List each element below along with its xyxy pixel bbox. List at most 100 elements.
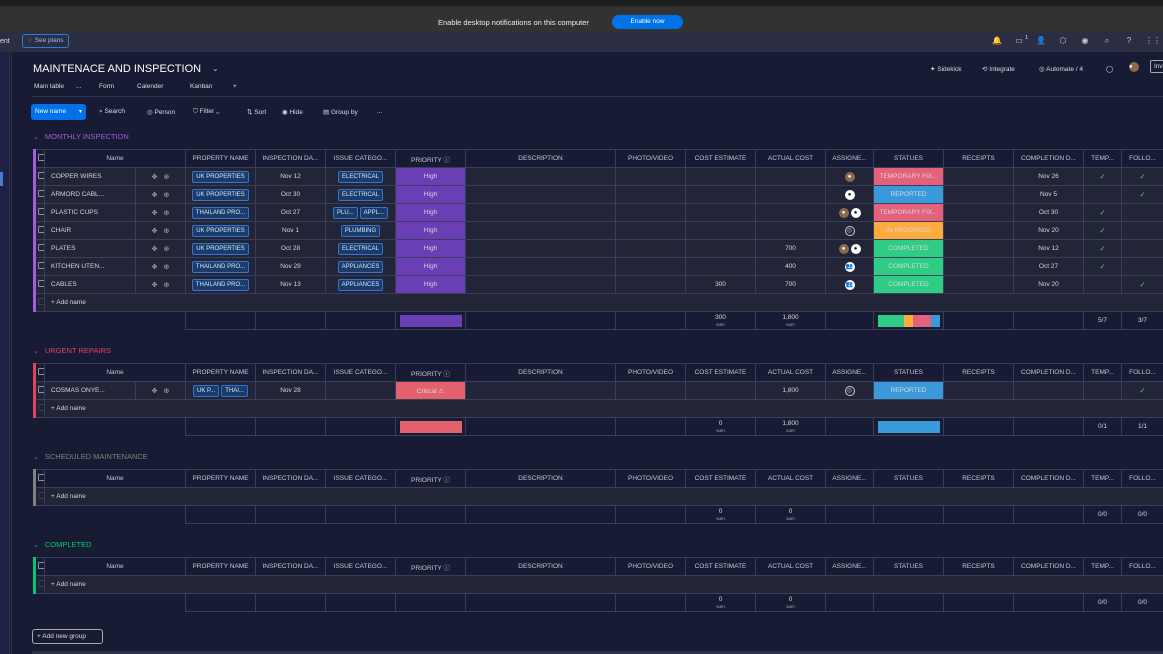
add-item-input[interactable]: + Add name (44, 575, 1163, 594)
table-row[interactable]: KITCHEN UTEN... ✥ ⊕ THAILAND PRO... Nov 29 AP… (33, 257, 1163, 276)
completion-date-cell[interactable]: Nov 20 (1013, 221, 1084, 240)
photo-video-cell[interactable] (615, 221, 686, 240)
enable-notifications-button[interactable]: Enable now (612, 15, 683, 29)
inspection-date-cell[interactable]: Nov 1 (255, 221, 326, 240)
row-checkbox[interactable] (33, 239, 45, 258)
column-header-follow[interactable]: FOLLO... (1121, 363, 1163, 382)
chevron-down-icon[interactable]: ▾ (74, 104, 86, 120)
more-options-button[interactable]: ... (377, 108, 383, 115)
assignee-cell[interactable]: ● (825, 167, 874, 186)
item-name-cell[interactable]: COPPER WIRES (44, 167, 136, 186)
follow-checkbox-cell[interactable] (1121, 257, 1163, 276)
inspection-date-cell[interactable]: Oct 27 (255, 203, 326, 222)
inspection-date-cell[interactable]: Nov 12 (255, 167, 326, 186)
add-item-row[interactable]: + Add name (33, 399, 1163, 418)
column-header-property[interactable]: PROPERTY NAME (185, 469, 256, 488)
table-row[interactable]: CABLES ✥ ⊕ THAILAND PRO... Nov 13 APPLIANCES H… (33, 275, 1163, 294)
follow-checkbox-cell[interactable]: ✓ (1121, 185, 1163, 204)
inspection-date-cell[interactable]: Nov 13 (255, 275, 326, 294)
actual-cost-cell[interactable] (755, 221, 826, 240)
follow-checkbox-cell[interactable]: ✓ (1121, 381, 1163, 400)
receipts-cell[interactable] (943, 381, 1014, 400)
actual-cost-cell[interactable]: 700 (755, 275, 826, 294)
tab-form[interactable]: Form (99, 83, 115, 90)
add-update-icon[interactable]: ⊕ (163, 245, 170, 253)
table-row[interactable]: COSMAS ONYE... ✥ ⊕ UK P... THAI... Nov 28 Crit… (33, 381, 1163, 400)
completion-date-cell[interactable]: Nov 12 (1013, 239, 1084, 258)
column-header-completion-date[interactable]: COMPLETION D... (1013, 557, 1084, 576)
cost-estimate-cell[interactable] (685, 203, 756, 222)
status-badge[interactable]: COMPLETED (873, 275, 944, 294)
cost-estimate-cell[interactable]: 300 (685, 275, 756, 294)
info-icon[interactable]: ⓘ (441, 476, 450, 484)
column-header-receipts[interactable]: RECEIPTS (943, 469, 1014, 488)
column-header-inspection-date[interactable]: INSPECTION DA... (255, 469, 326, 488)
column-header-statues[interactable]: STATUES (873, 469, 944, 488)
photo-video-cell[interactable] (615, 257, 686, 276)
expand-icon[interactable]: ✥ (151, 387, 158, 395)
follow-checkbox-cell[interactable] (1121, 203, 1163, 222)
status-badge[interactable]: COMPLETED (873, 239, 944, 258)
search-icon[interactable]: ⌕ (1104, 36, 1110, 45)
info-icon[interactable]: ⓘ (441, 370, 450, 378)
description-cell[interactable] (465, 275, 616, 294)
column-header-actual-cost[interactable]: ACTUAL COST (755, 363, 826, 382)
see-plans-button[interactable]: ♢ See plans (22, 34, 69, 48)
column-header-inspection-date[interactable]: INSPECTION DA... (255, 149, 326, 168)
select-all-checkbox[interactable] (33, 149, 45, 168)
priority-cell[interactable]: High (395, 203, 466, 222)
expand-icon[interactable]: ✥ (151, 263, 158, 271)
inspection-date-cell[interactable]: Oct 28 (255, 239, 326, 258)
property-cell[interactable]: THAILAND PRO... (185, 275, 256, 294)
completion-date-cell[interactable]: Nov 5 (1013, 185, 1084, 204)
column-header-issue-category[interactable]: ISSUE CATEGO... (325, 557, 396, 576)
column-header-statues[interactable]: STATUES (873, 149, 944, 168)
issue-category-cell[interactable]: PLUMBING (325, 221, 396, 240)
chevron-down-icon[interactable]: ⌄ (33, 348, 39, 355)
photo-video-cell[interactable] (615, 203, 686, 222)
bell-icon[interactable]: 🔔 (992, 36, 1002, 45)
add-item-input[interactable]: + Add name (44, 487, 1163, 506)
inspection-date-cell[interactable]: Nov 28 (255, 381, 326, 400)
property-cell[interactable]: UK PROPERTIES (185, 221, 256, 240)
actual-cost-cell[interactable]: 1,800 (755, 381, 826, 400)
column-header-assignee[interactable]: ASSIGNE... (825, 363, 874, 382)
follow-checkbox-cell[interactable] (1121, 221, 1163, 240)
hide-button[interactable]: ◉ Hide (282, 108, 303, 116)
sort-button[interactable]: ⇅ Sort (247, 108, 266, 116)
column-header-priority[interactable]: PRIORITY ⓘ (395, 363, 466, 382)
expand-icon[interactable]: ✥ (151, 173, 158, 181)
table-row[interactable]: CHAIR ✥ ⊕ UK PROPERTIES Nov 1 PLUMBING High ◎ IN… (33, 221, 1163, 240)
description-cell[interactable] (465, 239, 616, 258)
board-title[interactable]: MAINTENACE AND INSPECTION (33, 63, 202, 75)
status-badge[interactable]: TEMPORARY FIX... (873, 167, 944, 186)
description-cell[interactable] (465, 221, 616, 240)
cost-estimate-cell[interactable] (685, 239, 756, 258)
description-cell[interactable] (465, 185, 616, 204)
group-title[interactable]: ⌄ COMPLETED (33, 540, 92, 549)
temp-checkbox-cell[interactable]: ✓ (1083, 167, 1122, 186)
priority-cell[interactable]: High (395, 221, 466, 240)
completion-date-cell[interactable]: Oct 30 (1013, 203, 1084, 222)
temp-checkbox-cell[interactable]: ✓ (1083, 257, 1122, 276)
photo-video-cell[interactable] (615, 239, 686, 258)
priority-cell[interactable]: Critical ⚠ (395, 381, 466, 400)
select-all-checkbox[interactable] (33, 469, 45, 488)
actual-cost-cell[interactable]: 400 (755, 257, 826, 276)
search-button[interactable]: ⌕ Search (99, 108, 125, 116)
property-cell[interactable]: THAILAND PRO... (185, 257, 256, 276)
item-name-cell[interactable]: ARMORD CABL... (44, 185, 136, 204)
column-header-actual-cost[interactable]: ACTUAL COST (755, 469, 826, 488)
item-name-cell[interactable]: KITCHEN UTEN... (44, 257, 136, 276)
issue-category-cell[interactable]: ELECTRICAL (325, 239, 396, 258)
completion-date-cell[interactable]: Oct 27 (1013, 257, 1084, 276)
new-item-button[interactable]: New name ▾ (31, 104, 86, 120)
column-header-photo-video[interactable]: PHOTO/VIDEO (615, 149, 686, 168)
column-header-temp[interactable]: TEMP... (1083, 363, 1122, 382)
add-group-button[interactable]: + Add new group (32, 629, 103, 644)
row-checkbox[interactable] (33, 221, 45, 240)
chevron-down-icon[interactable]: ⌄ (33, 454, 39, 461)
receipts-cell[interactable] (943, 221, 1014, 240)
column-header-priority[interactable]: PRIORITY ⓘ (395, 469, 466, 488)
group-title[interactable]: ⌄ MONTHLY INSPECTION (33, 132, 129, 141)
